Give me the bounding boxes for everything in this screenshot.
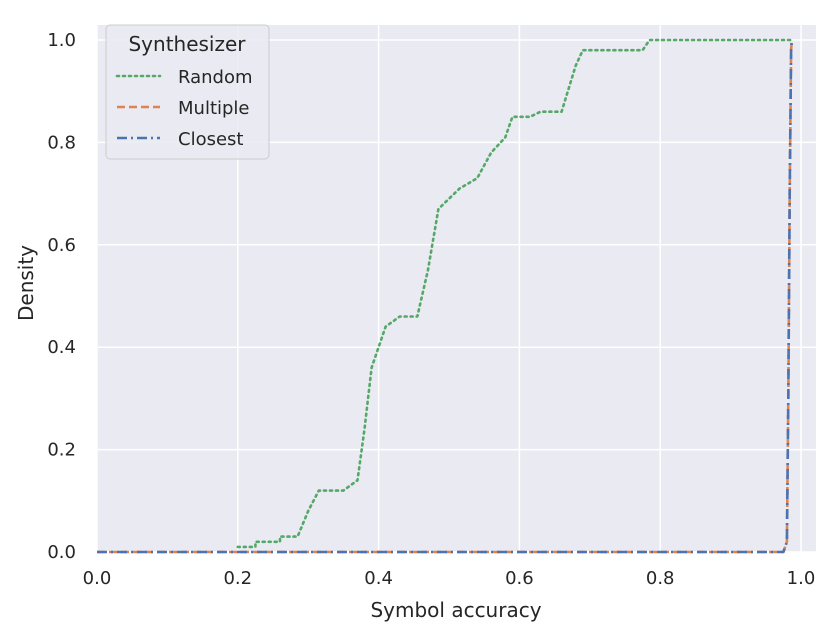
series-line-closest bbox=[97, 39, 794, 554]
tick-labels: 0.0 0.2 0.4 0.6 0.8 1.0 0.0 0.2 0.4 0.6 0.8 1.0 bbox=[47, 30, 815, 589]
legend-label-multiple: Multiple bbox=[178, 98, 250, 119]
legend-label-random: Random bbox=[178, 67, 253, 88]
x-axis-title: Symbol accuracy bbox=[370, 598, 541, 622]
y-axis-title: Density bbox=[14, 245, 38, 321]
y-tick-label: 0.6 bbox=[47, 235, 76, 256]
x-tick-label: 0.8 bbox=[646, 568, 675, 589]
y-tick-label: 0.2 bbox=[47, 440, 76, 461]
grid bbox=[96, 25, 816, 553]
legend-title: Synthesizer bbox=[128, 32, 246, 56]
x-tick-label: 0.2 bbox=[223, 568, 252, 589]
x-tick-label: 0.4 bbox=[364, 568, 393, 589]
y-tick-label: 0.8 bbox=[47, 132, 76, 153]
x-tick-label: 1.0 bbox=[787, 568, 816, 589]
y-tick-label: 0.0 bbox=[47, 542, 76, 563]
y-tick-label: 0.4 bbox=[47, 337, 76, 358]
legend: Synthesizer Random Multiple Closest bbox=[105, 24, 270, 160]
x-tick-label: 0.6 bbox=[505, 568, 534, 589]
series-layer bbox=[97, 38, 794, 554]
legend-box bbox=[105, 24, 270, 160]
y-tick-label: 1.0 bbox=[47, 30, 76, 51]
series-line-random bbox=[236, 38, 792, 549]
legend-label-closest: Closest bbox=[178, 129, 243, 150]
x-tick-label: 0.0 bbox=[83, 568, 112, 589]
legend-entries: Random Multiple Closest bbox=[115, 67, 253, 150]
